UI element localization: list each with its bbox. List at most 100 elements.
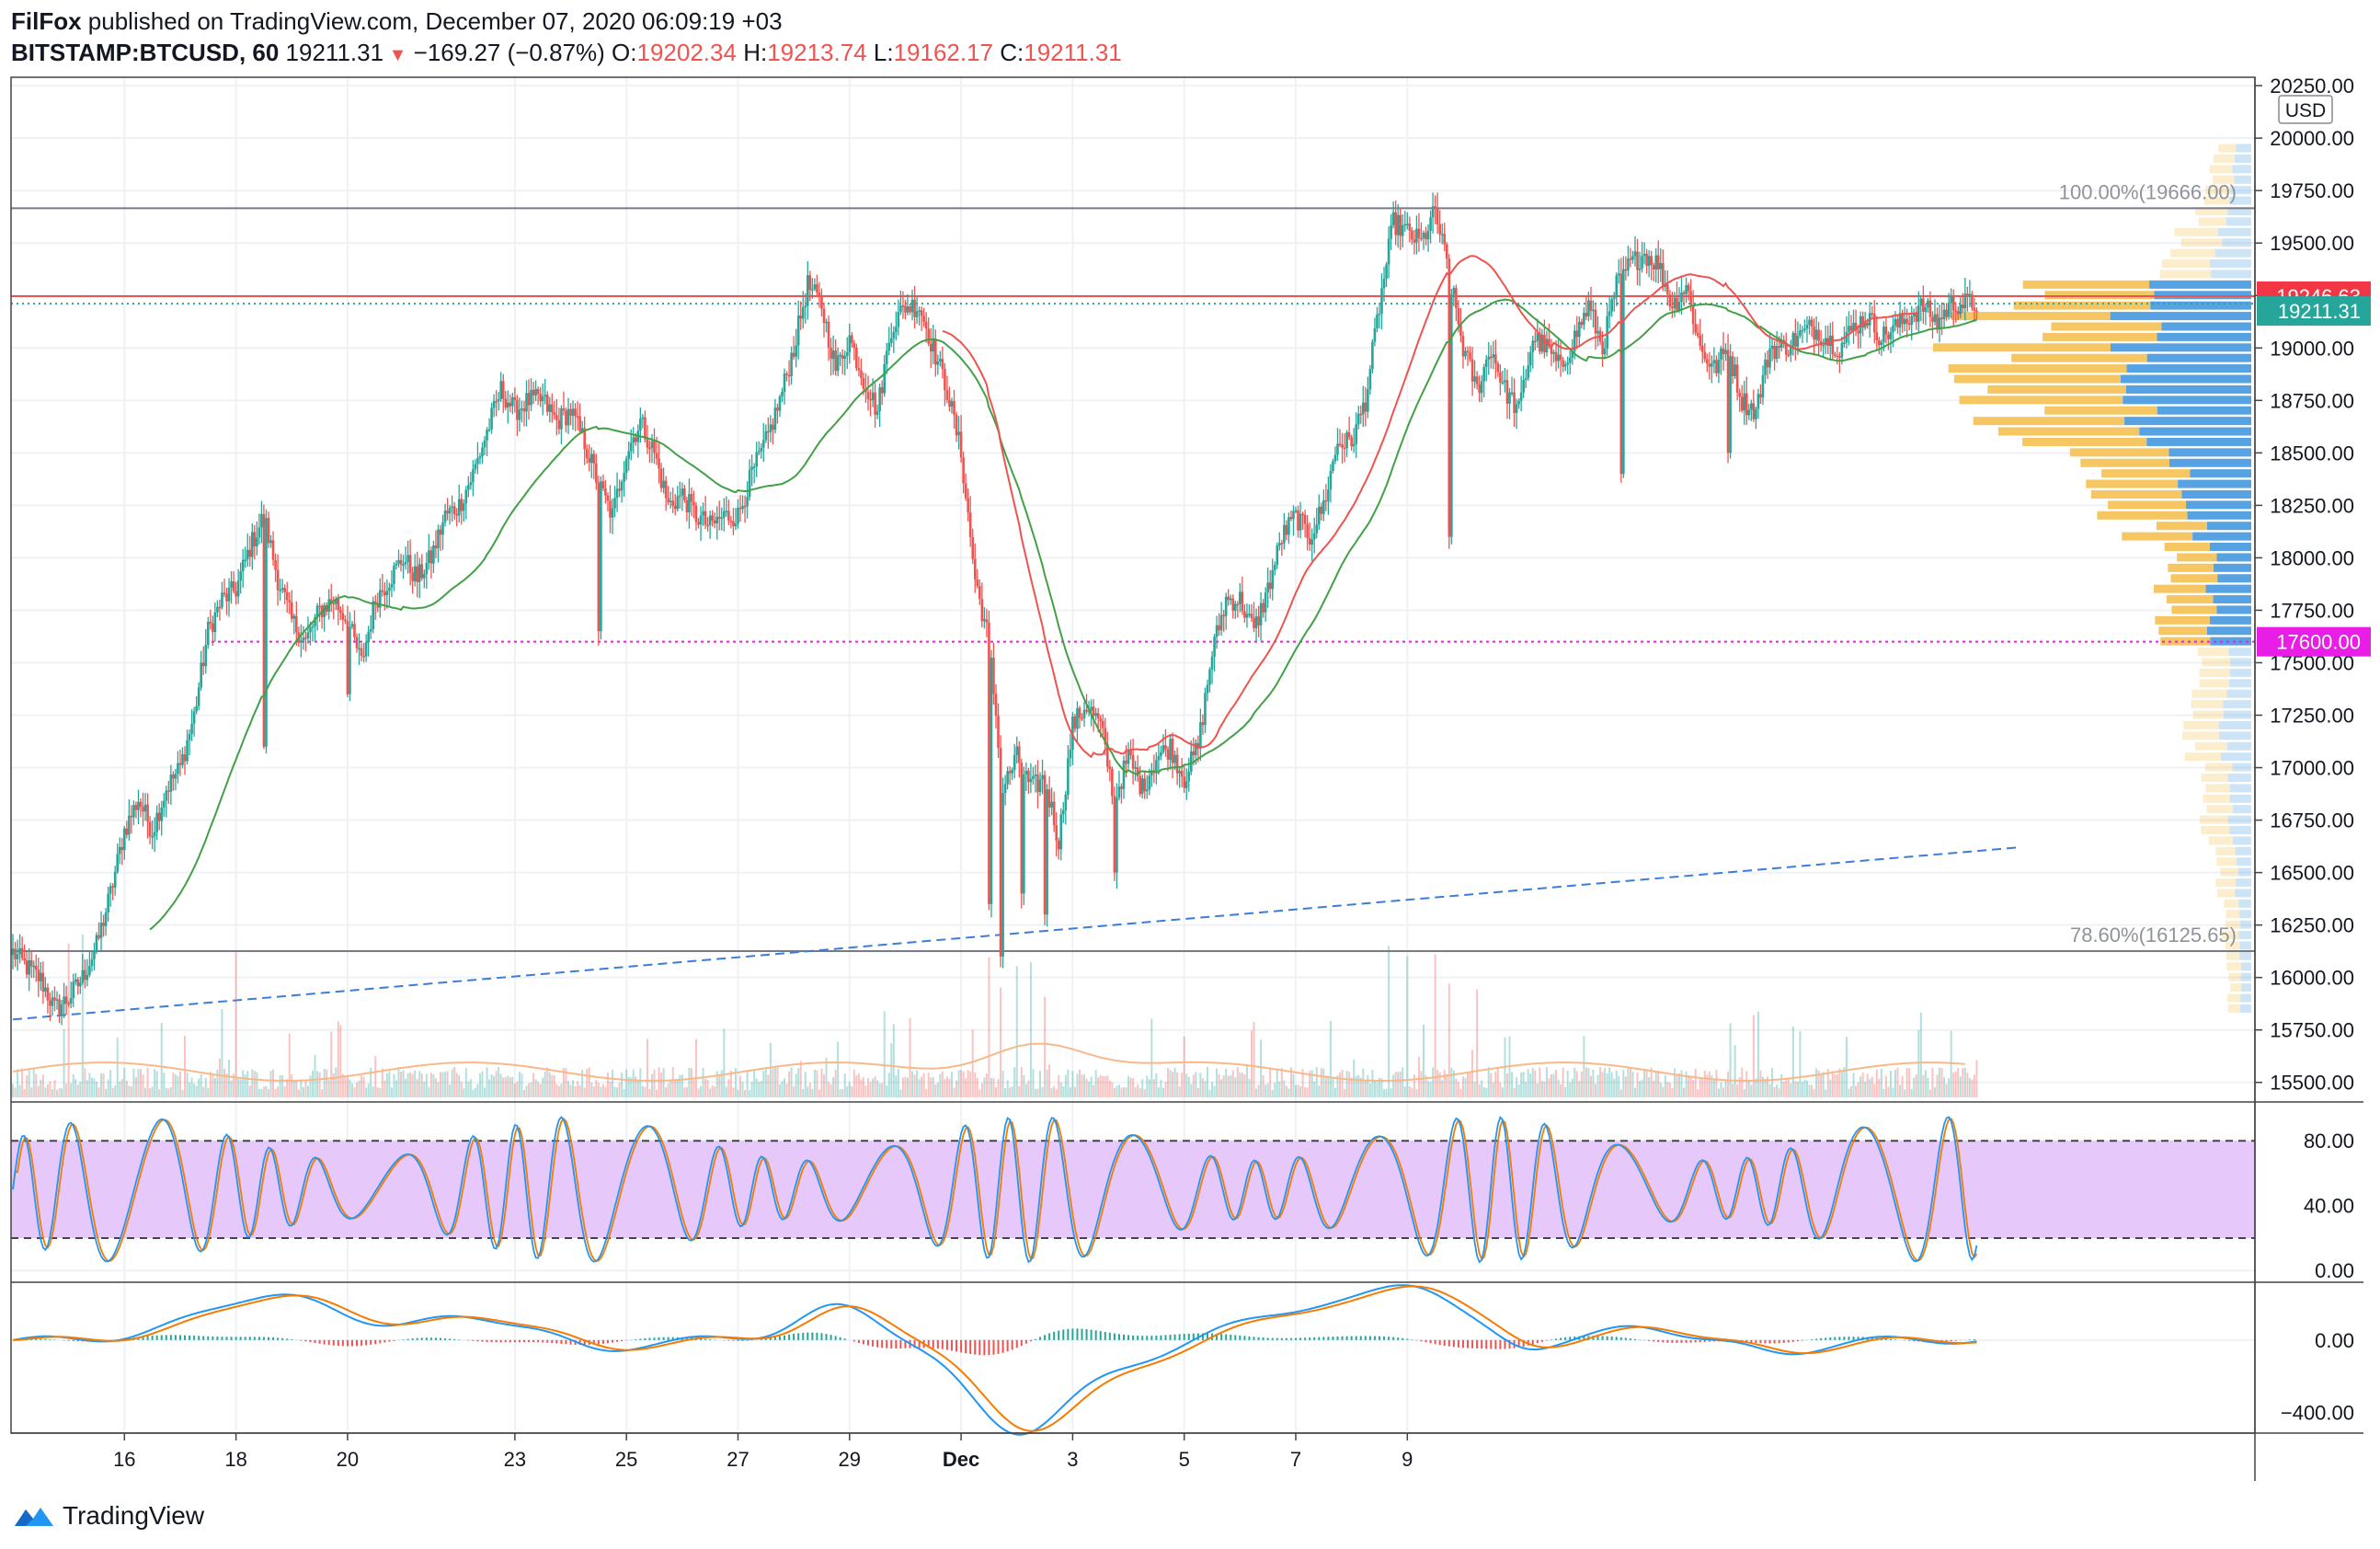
volume-bar xyxy=(1195,1072,1197,1097)
macd-histogram-bar xyxy=(555,1339,558,1344)
volume-profile-down-bar xyxy=(2158,626,2207,636)
candle-body xyxy=(813,284,817,290)
volume-profile-down-bar xyxy=(2051,322,2162,331)
candle-body xyxy=(1169,739,1172,761)
macd-histogram-bar xyxy=(1322,1337,1325,1340)
macd-histogram-bar xyxy=(272,1337,275,1340)
candle-body xyxy=(618,488,621,491)
candle-body xyxy=(1743,393,1746,411)
candle-body xyxy=(1234,603,1237,611)
volume-bar xyxy=(1668,1082,1671,1097)
candle-body xyxy=(499,381,503,399)
volume-profile-down-bar xyxy=(2101,469,2191,478)
macd-histogram-bar xyxy=(1090,1329,1093,1340)
macd-histogram-bar xyxy=(453,1338,456,1340)
candle-body xyxy=(904,305,907,313)
volume-bar xyxy=(601,1084,604,1097)
macd-histogram-bar xyxy=(1778,1339,1780,1344)
volume-bar xyxy=(1627,1068,1630,1097)
volume-bar xyxy=(37,1085,40,1097)
volume-bar xyxy=(1490,1073,1493,1097)
candle-body xyxy=(448,508,452,514)
volume-bar xyxy=(1908,1068,1911,1097)
volume-bar xyxy=(1922,1074,1925,1097)
macd-histogram-bar xyxy=(72,1339,74,1342)
price-axis[interactable]: 15500.0015750.0016000.0016250.0016500.00… xyxy=(2255,75,2371,1424)
candle-body xyxy=(107,893,109,913)
candle-body xyxy=(769,424,772,432)
candle-body xyxy=(29,959,33,967)
volume-bar xyxy=(1225,1068,1228,1097)
macd-histogram-bar xyxy=(374,1339,377,1345)
volume-bar xyxy=(111,1087,114,1097)
candle-body xyxy=(41,972,45,993)
volume-bar xyxy=(79,1082,82,1097)
price-tick-label: 15500.00 xyxy=(2270,1072,2354,1095)
volume-bar xyxy=(1768,1084,1771,1097)
volume-bar xyxy=(1099,1075,1102,1097)
author-name[interactable]: FilFox xyxy=(11,7,82,35)
macd-histogram-bar xyxy=(764,1338,767,1340)
volume-bar xyxy=(1815,1068,1818,1097)
volume-bar xyxy=(93,1078,96,1097)
volume-profile-down-bar xyxy=(2192,710,2224,719)
candle-body xyxy=(1619,273,1623,475)
volume-bar xyxy=(18,1084,21,1097)
candle-body xyxy=(932,338,935,352)
volume-bar xyxy=(1595,1084,1597,1097)
volume-bar xyxy=(1882,1089,1885,1097)
macd-histogram-bar xyxy=(606,1339,609,1344)
macd-histogram-bar xyxy=(667,1337,669,1340)
candle-body xyxy=(592,453,596,464)
volume-bar xyxy=(1759,1070,1762,1097)
candle-body xyxy=(1208,669,1211,685)
time-axis[interactable]: 16 18 20 23 25 27 29 Dec 3 5 7 9 xyxy=(113,1433,1413,1471)
volume-bar xyxy=(1231,1070,1234,1097)
candle-body xyxy=(548,404,552,412)
candle-body xyxy=(1524,378,1528,381)
volume-profile-up-bar xyxy=(2233,836,2251,845)
candle-body xyxy=(1017,746,1021,763)
symbol-label[interactable]: BITSTAMP:BTCUSD, 60 xyxy=(11,39,280,66)
candle-body xyxy=(1367,389,1369,412)
candle-body xyxy=(221,592,223,608)
macd-histogram-bar xyxy=(1011,1339,1013,1350)
candle-body xyxy=(1452,287,1456,295)
candle-body xyxy=(78,982,82,987)
volume-profile-up-bar xyxy=(2228,679,2251,688)
volume-bar xyxy=(1780,1073,1783,1097)
volume-bar xyxy=(390,1087,393,1097)
candle-body xyxy=(1036,774,1039,793)
macd-histogram-bar xyxy=(1146,1336,1149,1340)
volume-profile-up-bar xyxy=(2240,972,2251,981)
candle-body xyxy=(1131,754,1135,769)
volume-profile-up-bar xyxy=(2240,993,2251,1003)
volume-bar xyxy=(1064,1074,1067,1097)
candle-body xyxy=(746,497,749,507)
macd-histogram-bar xyxy=(788,1334,791,1340)
volume-bar xyxy=(1403,1086,1406,1097)
candle-body xyxy=(1023,774,1025,894)
candle-body xyxy=(1624,269,1628,271)
candle-body xyxy=(1199,722,1202,749)
volume-bar xyxy=(300,1079,303,1097)
volume-profile-down-bar xyxy=(2170,248,2215,258)
volume-bar xyxy=(1457,1082,1459,1097)
candle-body xyxy=(878,387,881,412)
volume-profile-up-bar xyxy=(2213,563,2251,572)
candle-body xyxy=(1417,228,1421,238)
volume-profile-up-bar xyxy=(2232,805,2251,814)
volume-bar xyxy=(174,1074,177,1097)
candle-body xyxy=(589,453,593,464)
macd-histogram-bar xyxy=(1619,1337,1622,1340)
candle-body xyxy=(1677,302,1681,310)
tradingview-footer[interactable]: TradingView xyxy=(13,1497,204,1534)
btc-chart[interactable]: 100.00%(19666.00)78.60%(16125.65) 15500.… xyxy=(0,0,2380,1490)
volume-profile-down-bar xyxy=(2168,563,2214,572)
volume-bar xyxy=(1599,1067,1602,1097)
volume-bar xyxy=(1624,1076,1627,1097)
candle-body xyxy=(843,356,847,359)
macd-histogram-bar xyxy=(1764,1339,1767,1344)
candle-body xyxy=(1457,307,1460,325)
volume-bar xyxy=(406,1073,409,1097)
